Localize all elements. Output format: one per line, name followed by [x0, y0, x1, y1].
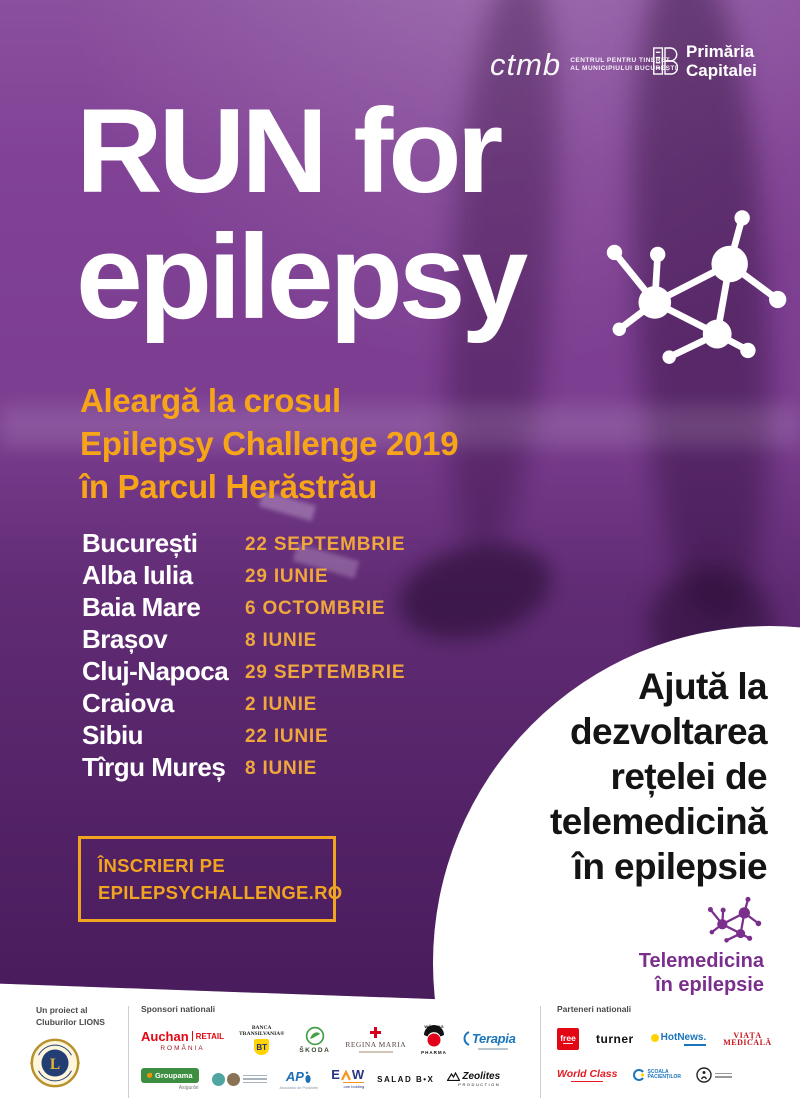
- telemedicine-badge-text: Telemedicina în epilepsie: [638, 950, 764, 996]
- hotnews-dot-icon: [650, 1033, 659, 1042]
- registration-cta-box: ÎNSCRIERI PE EPILEPSYCHALLENGE.RO: [78, 836, 343, 922]
- brain-hemispheres-icon: [211, 1072, 240, 1086]
- partners-row-1: free turner HotNews. VIAȚA MEDICALĂ: [557, 1025, 787, 1053]
- skoda-wing-icon: [305, 1026, 325, 1046]
- sponsors-row-2: Groupama Asigurări AP Asociația de Podia…: [141, 1062, 526, 1096]
- event-date: 29 SEPTEMBRIE: [245, 661, 406, 683]
- partner-logo-turner: turner: [596, 1032, 634, 1046]
- telemedicine-message: Ajută la dezvoltarea rețelei de telemedi…: [550, 666, 768, 887]
- primaria-capitalei-text: Primăria Capitalei: [686, 42, 757, 80]
- event-date: 6 OCTOMBRIE: [245, 597, 386, 619]
- partner-logo-viata-medicala: VIAȚA MEDICALĂ: [723, 1030, 772, 1047]
- city-hall-icon: [653, 47, 678, 75]
- event-schedule-list: București 22 SEPTEMBRIE Alba Iulia 29 IUNI…: [82, 527, 405, 783]
- event-date: 2 IUNIE: [245, 693, 318, 715]
- event-city: Cluj-Napoca: [82, 655, 229, 686]
- sponsor-logo-banca-transilvania: BANCA TRANSILVANIA® BT: [239, 1025, 284, 1055]
- event-row: Alba Iulia 29 IUNIE: [82, 559, 405, 591]
- event-city: Tîrgu Mureș: [82, 751, 226, 782]
- emblem-caption: [715, 1071, 733, 1080]
- partner-logo-scoala-pacientilor: ȘCOALA PACIENȚILOR: [632, 1069, 681, 1081]
- event-date: 22 IUNIE: [245, 725, 329, 747]
- primaria-capitalei-logo: Primăria Capitalei: [652, 42, 757, 80]
- svg-text:L: L: [50, 1056, 60, 1073]
- running-shoe-silhouette: [389, 527, 562, 655]
- partners-heading: Parteneri nationali: [557, 1004, 632, 1014]
- sponsor-logo-asociatia-podiatrie: AP Asociația de Podiatrie: [279, 1068, 319, 1090]
- event-subtitle: Aleargă la crosul Epilepsy Challenge 201…: [80, 382, 459, 505]
- sponsor-logo-worwag-pharma: WÖRWAG PHARMA: [421, 1024, 447, 1055]
- event-row: Craiova 2 IUNIE: [82, 687, 405, 719]
- scoala-pacientilor-icon: [632, 1069, 644, 1081]
- round-emblem-icon: [696, 1067, 712, 1083]
- event-row: Cluj-Napoca 29 SEPTEMBRIE: [82, 655, 405, 687]
- molecule-network-icon: [606, 210, 787, 364]
- sponsor-logo-regina-maria: REGINA MARIA: [345, 1027, 406, 1053]
- event-date: 29 IUNIE: [245, 565, 329, 587]
- event-city: București: [82, 527, 198, 558]
- title-line-1: RUN for: [76, 84, 503, 218]
- sponsor-logo-eeg-center: [211, 1072, 267, 1086]
- ctmb-caption: CENTRUL PENTRU TINERET AL MUNICIPIULUI B…: [570, 56, 678, 73]
- sponsor-logo-skoda: ŠKODA: [299, 1026, 330, 1054]
- event-row: Brașov 8 IUNIE: [82, 623, 405, 655]
- lions-international-logo: L: [29, 1038, 81, 1088]
- title-line-2: epilepsy: [76, 210, 528, 344]
- registration-url: EPILEPSYCHALLENGE.RO: [98, 882, 343, 903]
- event-city: Baia Mare: [82, 591, 201, 622]
- ctmb-wordmark: ctmb: [490, 47, 562, 82]
- event-city: Brașov: [82, 623, 168, 654]
- event-city: Craiova: [82, 687, 174, 718]
- sponsor-logo-salad-box: SALAD B•X: [377, 1074, 435, 1084]
- partner-logo-hotnews: HotNews.: [650, 1032, 707, 1046]
- page-title: RUN for epilepsy: [76, 84, 528, 344]
- event-row: Tîrgu Mureș 8 IUNIE: [82, 751, 405, 783]
- sponsor-logo-evw-holding: E W one holding: [331, 1067, 365, 1089]
- sponsors-row-1: Auchan RETAIL ROMÂNIA BANCA TRANSILVANIA® …: [141, 1023, 526, 1057]
- event-date: 22 SEPTEMBRIE: [245, 533, 406, 555]
- terapia-swoosh-icon: [463, 1030, 470, 1046]
- partner-logo-world-class: World Class: [557, 1068, 618, 1083]
- event-row: Sibiu 22 IUNIE: [82, 719, 405, 751]
- evw-zigzag-icon: [340, 1070, 351, 1081]
- partner-logo-free: free: [557, 1028, 579, 1050]
- groupama-leaf-icon: [147, 1072, 152, 1078]
- event-row: București 22 SEPTEMBRIE: [82, 527, 405, 559]
- partners-row-2: World Class ȘCOALA PACIENȚILOR: [557, 1062, 787, 1088]
- project-credit: Un proiect al Cluburilor LIONS: [36, 1005, 105, 1027]
- event-city: Sibiu: [82, 719, 144, 750]
- event-date: 8 IUNIE: [245, 757, 318, 779]
- ctmb-logo: ctmb CENTRUL PENTRU TINERET AL MUNICIPIU…: [490, 47, 678, 82]
- footprint-icon: [305, 1071, 311, 1083]
- sponsor-logo-groupama: Groupama Asigurări: [141, 1067, 199, 1091]
- partners-section: Parteneri nationali free turner HotNews.…: [557, 1004, 787, 1088]
- regina-maria-cross-icon: [370, 1027, 382, 1038]
- sponsor-logo-auchan: Auchan RETAIL ROMÂNIA: [141, 1028, 224, 1052]
- molecule-network-icon-small: [707, 896, 762, 943]
- sponsors-section: Sponsori nationali Auchan RETAIL ROMÂNIA …: [141, 1004, 526, 1096]
- footer-divider: [128, 1006, 129, 1098]
- footer-divider: [540, 1006, 541, 1098]
- partner-logo-emblem: [696, 1067, 733, 1083]
- mountain-icon: [447, 1072, 461, 1081]
- sponsor-logo-zeolites: Zeolites PRODUCTION: [447, 1071, 500, 1087]
- bt-shield-icon: BT: [254, 1039, 270, 1055]
- event-city: Alba Iulia: [82, 559, 193, 590]
- sponsors-heading: Sponsori nationali: [141, 1004, 216, 1014]
- eeg-center-caption: [242, 1073, 267, 1086]
- footer-sponsor-strip: Un proiect al Cluburilor LIONS L Sponsor…: [0, 1000, 800, 1120]
- telemedicine-badge: Telemedicina în epilepsie: [639, 896, 764, 997]
- sponsor-logo-terapia: Terapia: [462, 1031, 516, 1050]
- event-date: 8 IUNIE: [245, 629, 318, 651]
- worwag-icon: [424, 1025, 444, 1047]
- event-row: Baia Mare 6 OCTOMBRIE: [82, 591, 405, 623]
